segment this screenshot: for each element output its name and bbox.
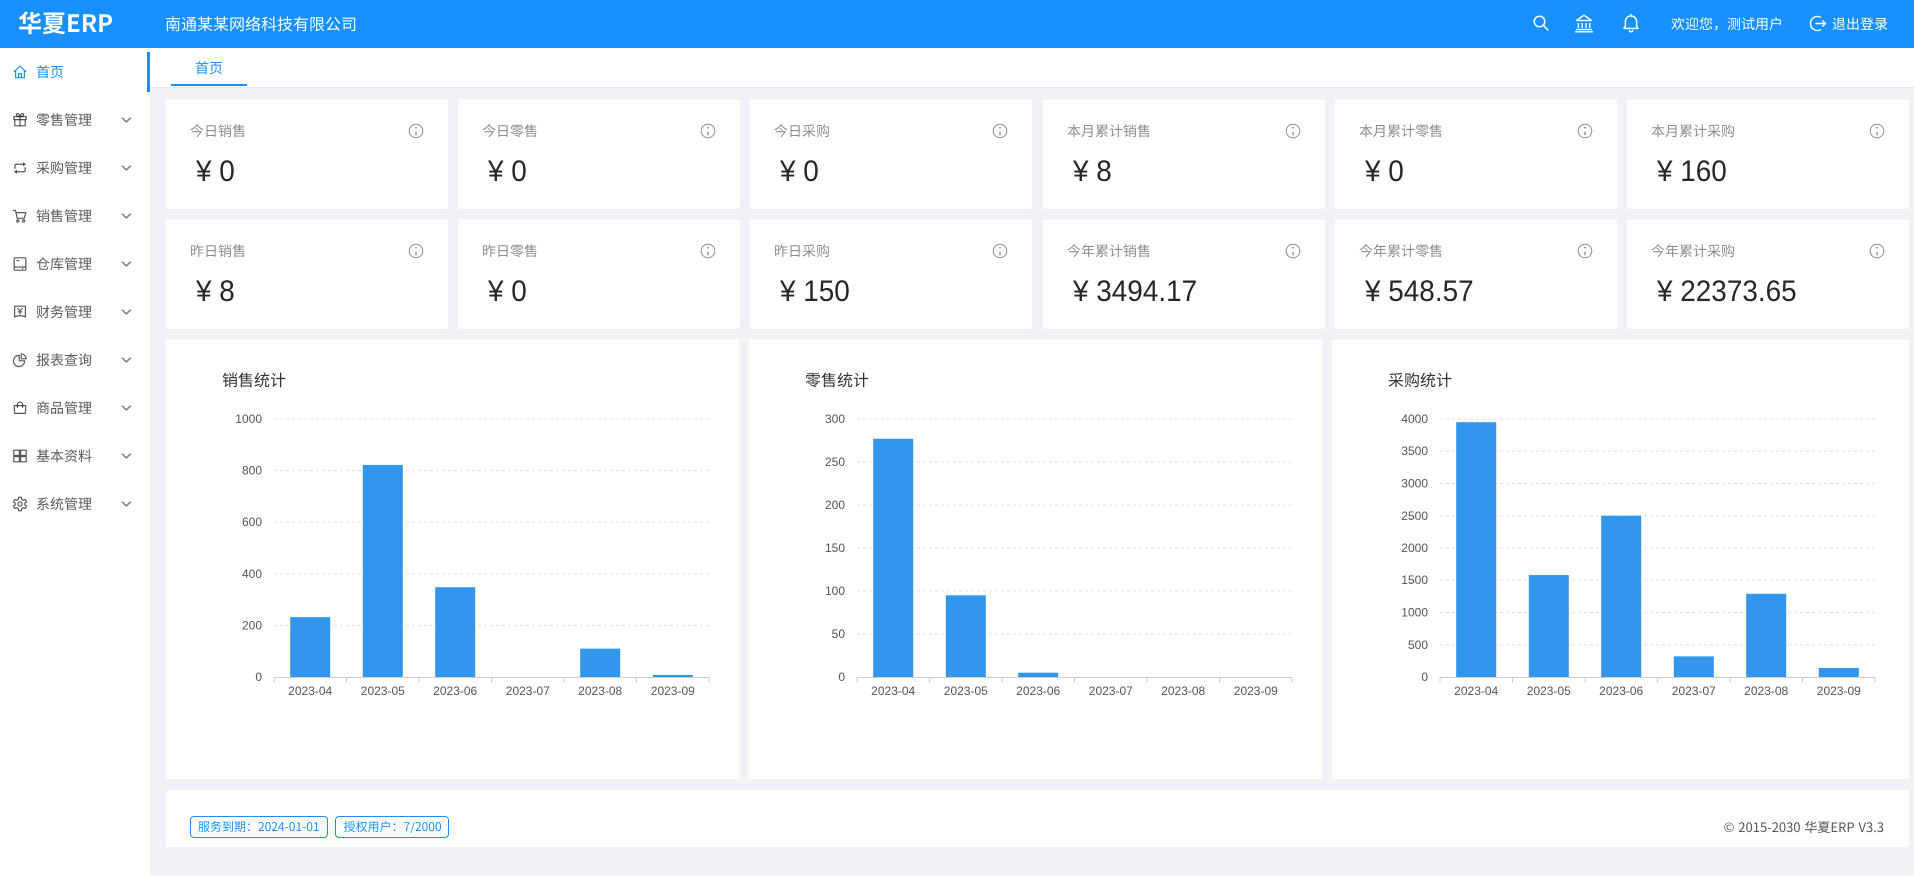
svg-text:600: 600 bbox=[242, 515, 262, 529]
svg-text:2023-05: 2023-05 bbox=[944, 684, 988, 698]
svg-text:0: 0 bbox=[1421, 670, 1428, 684]
svg-text:4000: 4000 bbox=[1401, 412, 1428, 426]
svg-text:2023-07: 2023-07 bbox=[1672, 684, 1716, 698]
svg-text:2023-05: 2023-05 bbox=[1527, 684, 1571, 698]
svg-text:300: 300 bbox=[825, 412, 845, 426]
svg-text:2023-04: 2023-04 bbox=[1454, 684, 1498, 698]
svg-text:2023-04: 2023-04 bbox=[288, 684, 332, 698]
svg-text:2023-09: 2023-09 bbox=[651, 684, 695, 698]
svg-text:0: 0 bbox=[255, 670, 262, 684]
svg-text:200: 200 bbox=[242, 618, 262, 632]
svg-text:800: 800 bbox=[242, 464, 262, 478]
svg-text:2023-08: 2023-08 bbox=[1744, 684, 1788, 698]
svg-text:150: 150 bbox=[825, 541, 845, 555]
svg-text:1500: 1500 bbox=[1401, 573, 1428, 587]
svg-text:3500: 3500 bbox=[1401, 444, 1428, 458]
svg-text:250: 250 bbox=[825, 455, 845, 469]
svg-text:100: 100 bbox=[825, 584, 845, 598]
svg-text:2023-05: 2023-05 bbox=[361, 684, 405, 698]
svg-text:2023-07: 2023-07 bbox=[1089, 684, 1133, 698]
svg-text:2023-08: 2023-08 bbox=[1161, 684, 1205, 698]
svg-text:2023-04: 2023-04 bbox=[871, 684, 915, 698]
svg-text:0: 0 bbox=[838, 670, 845, 684]
svg-text:400: 400 bbox=[242, 567, 262, 581]
svg-text:2023-07: 2023-07 bbox=[506, 684, 550, 698]
svg-text:2023-06: 2023-06 bbox=[1016, 684, 1060, 698]
svg-text:3000: 3000 bbox=[1401, 477, 1428, 491]
svg-text:2000: 2000 bbox=[1401, 541, 1428, 555]
svg-text:2023-06: 2023-06 bbox=[433, 684, 477, 698]
svg-text:1000: 1000 bbox=[1401, 606, 1428, 620]
svg-text:2023-09: 2023-09 bbox=[1234, 684, 1278, 698]
svg-text:2023-09: 2023-09 bbox=[1817, 684, 1861, 698]
svg-text:2023-06: 2023-06 bbox=[1599, 684, 1643, 698]
svg-text:50: 50 bbox=[832, 627, 846, 641]
svg-text:2023-08: 2023-08 bbox=[578, 684, 622, 698]
svg-text:2500: 2500 bbox=[1401, 509, 1428, 523]
svg-text:500: 500 bbox=[1408, 638, 1428, 652]
svg-text:200: 200 bbox=[825, 498, 845, 512]
svg-text:1000: 1000 bbox=[235, 412, 262, 426]
